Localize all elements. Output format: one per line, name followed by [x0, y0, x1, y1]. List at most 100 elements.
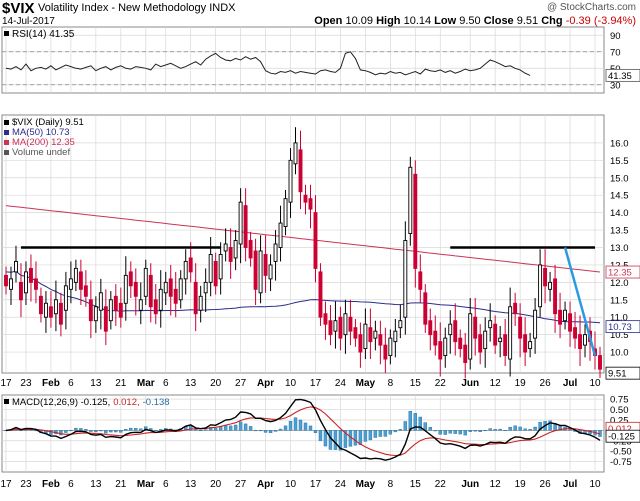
candle-body — [373, 330, 378, 339]
close-value: 9.51 — [516, 15, 539, 27]
macd-histogram-bar — [463, 430, 467, 436]
candle-body — [503, 334, 508, 357]
macd-histogram-bar — [438, 430, 442, 435]
candle-body — [353, 327, 358, 339]
macd-histogram-bar — [478, 430, 482, 432]
candle-body — [268, 264, 273, 280]
macd-x-label: 17 — [310, 479, 322, 490]
macd-histogram-bar — [248, 426, 253, 431]
candle-body — [303, 194, 308, 203]
candle-body — [348, 316, 353, 332]
candle-body — [438, 341, 443, 360]
candle-body — [128, 271, 133, 287]
rsi-panel — [1, 26, 605, 94]
candle-body — [328, 320, 333, 336]
candle-body — [488, 320, 493, 329]
rsi-line — [5, 51, 531, 76]
macd-histogram-bar — [523, 428, 527, 431]
candle-body — [358, 334, 363, 353]
macd-histogram-bar — [318, 430, 323, 442]
macd-histogram-bar — [129, 427, 133, 431]
candle-body — [213, 260, 218, 287]
candle-body — [288, 159, 293, 203]
macd-tick-label: -0.75 — [610, 457, 632, 468]
candle-body — [403, 240, 408, 318]
candle-body — [413, 173, 418, 269]
candle-body — [198, 295, 203, 311]
macd-histogram-bar — [243, 423, 248, 431]
candle-body — [368, 327, 373, 343]
candle-body — [323, 313, 328, 325]
macd-histogram-bar — [79, 428, 83, 431]
macd-histogram-bar — [453, 430, 457, 434]
candle-body — [153, 299, 158, 315]
candle-body — [258, 250, 263, 294]
macd-histogram-bar — [188, 426, 193, 431]
price-x-label: Apr — [257, 378, 274, 389]
macd-x-label: Feb — [42, 479, 60, 490]
macd-x-label: 22 — [435, 479, 447, 490]
macd-histogram-bar — [378, 430, 383, 437]
candle-body — [428, 320, 433, 336]
candle-body — [398, 320, 403, 329]
price-tick-label: 10.0 — [610, 348, 629, 359]
ma200-legend: MA(200) 12.35 — [12, 137, 75, 148]
price-x-label: 22 — [435, 378, 447, 389]
macd-tick-label: 0.25 — [610, 415, 629, 426]
macd-histogram-bar — [448, 430, 452, 434]
candle-body — [33, 278, 38, 290]
macd-histogram-bar — [233, 424, 238, 431]
candle-body — [63, 285, 68, 311]
candle-body — [19, 281, 23, 301]
macd-histogram-bar — [193, 429, 198, 431]
candle-body — [378, 334, 383, 346]
candle-body — [563, 309, 568, 322]
candle-body — [433, 330, 438, 346]
candle-body — [513, 302, 518, 315]
macd-histogram-bar — [518, 426, 522, 431]
macd-x-label: 6 — [68, 479, 74, 490]
macd-histogram-bar — [74, 427, 78, 431]
macd-x-label: May — [356, 479, 376, 490]
macd-histogram-bar — [94, 430, 98, 433]
candle-body — [58, 302, 63, 325]
high-value: 10.14 — [403, 15, 432, 27]
macd-histogram-bar — [353, 430, 358, 446]
ohlc-summary: Open 10.09 High 10.14 Low 9.50 Close 9.5… — [314, 15, 636, 27]
macd-histogram-bar — [134, 428, 138, 431]
macd-x-label: 26 — [540, 479, 552, 490]
candle-body — [583, 334, 587, 346]
price-tick-label: 10.5 — [610, 330, 629, 341]
candle-body — [29, 267, 33, 283]
macd-histogram-bar — [333, 430, 338, 450]
volume-legend-swatch — [4, 150, 9, 155]
macd-last-label: -0.125 — [608, 432, 635, 443]
chart-description-text: Volatility Index - New Methodology — [38, 2, 207, 14]
macd-histogram-bar — [89, 430, 93, 432]
price-x-label: Jun — [461, 378, 479, 389]
price-x-label: Mar — [137, 378, 155, 389]
candle-body — [318, 271, 323, 318]
macd-tick-label: 0.75 — [610, 395, 629, 406]
candle-body — [4, 274, 8, 287]
ma50-last-label: 10.73 — [608, 322, 632, 333]
candle-body — [148, 274, 153, 308]
candle-body — [243, 205, 248, 248]
macd-histogram-bar — [408, 410, 413, 431]
candle-body — [218, 254, 223, 280]
price-x-label: 10 — [589, 378, 601, 389]
candle-body — [188, 257, 193, 273]
price-x-label: 6 — [68, 378, 74, 389]
macd-histogram-bar — [428, 426, 432, 431]
macd-legend: MACD(12,26,9) -0.125, — [12, 397, 110, 408]
macd-histogram-bar — [538, 422, 542, 431]
candle-body — [313, 212, 318, 269]
macd-signal-legend: 0.012, — [113, 397, 139, 408]
macd-histogram-bar — [213, 428, 218, 431]
macd-histogram-bar — [144, 426, 148, 431]
candle-body — [568, 313, 573, 332]
candle-body — [278, 222, 283, 248]
candle-body — [443, 337, 448, 357]
ma50-last-label-box — [605, 320, 640, 334]
candle-body — [223, 243, 228, 252]
